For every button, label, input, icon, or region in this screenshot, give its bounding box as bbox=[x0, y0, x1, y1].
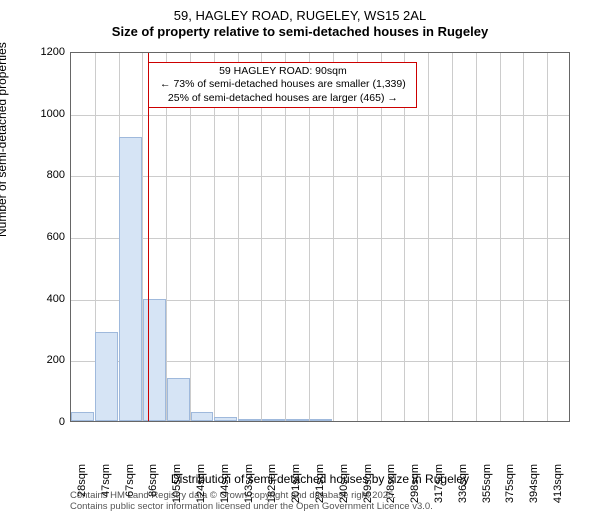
histogram-bar bbox=[214, 417, 237, 421]
histogram-bar bbox=[191, 412, 214, 421]
gridline-vertical bbox=[428, 53, 429, 421]
gridline-horizontal bbox=[71, 176, 569, 177]
gridline-vertical bbox=[285, 53, 286, 421]
histogram-bar bbox=[143, 299, 166, 421]
annotation-line: 25% of semi-detached houses are larger (… bbox=[155, 92, 410, 105]
x-tick-label: 86sqm bbox=[147, 464, 159, 524]
chart-title: 59, HAGLEY ROAD, RUGELEY, WS15 2AL bbox=[0, 8, 600, 24]
x-tick-label: 221sqm bbox=[314, 464, 326, 524]
y-tick-label: 800 bbox=[10, 169, 65, 181]
x-tick-label: 394sqm bbox=[528, 464, 540, 524]
y-tick-label: 1200 bbox=[10, 46, 65, 58]
x-tick-label: 67sqm bbox=[124, 464, 136, 524]
marker-line bbox=[148, 53, 149, 421]
gridline-vertical bbox=[333, 53, 334, 421]
x-tick-label: 201sqm bbox=[290, 464, 302, 524]
x-tick-label: 144sqm bbox=[219, 464, 231, 524]
x-tick-label: 355sqm bbox=[481, 464, 493, 524]
chart-subtitle: Size of property relative to semi-detach… bbox=[0, 24, 600, 40]
histogram-bar bbox=[95, 332, 118, 421]
gridline-vertical bbox=[166, 53, 167, 421]
gridline-vertical bbox=[214, 53, 215, 421]
x-tick-label: 124sqm bbox=[195, 464, 207, 524]
y-tick-label: 1000 bbox=[10, 108, 65, 120]
gridline-horizontal bbox=[71, 115, 569, 116]
gridline-vertical bbox=[261, 53, 262, 421]
gridline-vertical bbox=[190, 53, 191, 421]
y-tick-label: 400 bbox=[10, 293, 65, 305]
histogram-bar bbox=[310, 419, 333, 421]
y-tick-label: 200 bbox=[10, 354, 65, 366]
annotation-line: ← 73% of semi-detached houses are smalle… bbox=[155, 78, 410, 91]
x-tick-label: 278sqm bbox=[385, 464, 397, 524]
gridline-vertical bbox=[357, 53, 358, 421]
gridline-vertical bbox=[500, 53, 501, 421]
x-tick-label: 259sqm bbox=[362, 464, 374, 524]
y-tick-label: 600 bbox=[10, 231, 65, 243]
x-tick-label: 317sqm bbox=[433, 464, 445, 524]
x-tick-label: 28sqm bbox=[76, 464, 88, 524]
histogram-bar bbox=[238, 419, 261, 421]
x-tick-label: 47sqm bbox=[100, 464, 112, 524]
histogram-bar bbox=[71, 412, 94, 421]
histogram-bar bbox=[167, 378, 190, 421]
histogram-bar bbox=[286, 419, 309, 421]
annotation-line: 59 HAGLEY ROAD: 90sqm bbox=[155, 65, 410, 78]
gridline-vertical bbox=[404, 53, 405, 421]
gridline-horizontal bbox=[71, 238, 569, 239]
gridline-vertical bbox=[452, 53, 453, 421]
x-tick-label: 163sqm bbox=[243, 464, 255, 524]
x-tick-label: 298sqm bbox=[409, 464, 421, 524]
y-axis-label: Number of semi-detached properties bbox=[0, 42, 9, 237]
y-tick-label: 0 bbox=[10, 416, 65, 428]
x-tick-label: 105sqm bbox=[171, 464, 183, 524]
histogram-bar bbox=[262, 419, 285, 421]
gridline-vertical bbox=[309, 53, 310, 421]
histogram-bar bbox=[119, 137, 142, 421]
gridline-vertical bbox=[381, 53, 382, 421]
gridline-vertical bbox=[238, 53, 239, 421]
gridline-vertical bbox=[547, 53, 548, 421]
x-tick-label: 413sqm bbox=[552, 464, 564, 524]
title-block: 59, HAGLEY ROAD, RUGELEY, WS15 2AL Size … bbox=[0, 8, 600, 41]
x-tick-label: 336sqm bbox=[457, 464, 469, 524]
annotation-box: 59 HAGLEY ROAD: 90sqm← 73% of semi-detac… bbox=[148, 62, 417, 107]
x-tick-label: 182sqm bbox=[266, 464, 278, 524]
plot-area: 59 HAGLEY ROAD: 90sqm← 73% of semi-detac… bbox=[70, 52, 570, 422]
x-tick-label: 375sqm bbox=[504, 464, 516, 524]
gridline-vertical bbox=[476, 53, 477, 421]
x-tick-label: 240sqm bbox=[338, 464, 350, 524]
chart-container: 59, HAGLEY ROAD, RUGELEY, WS15 2AL Size … bbox=[0, 0, 600, 500]
gridline-vertical bbox=[523, 53, 524, 421]
